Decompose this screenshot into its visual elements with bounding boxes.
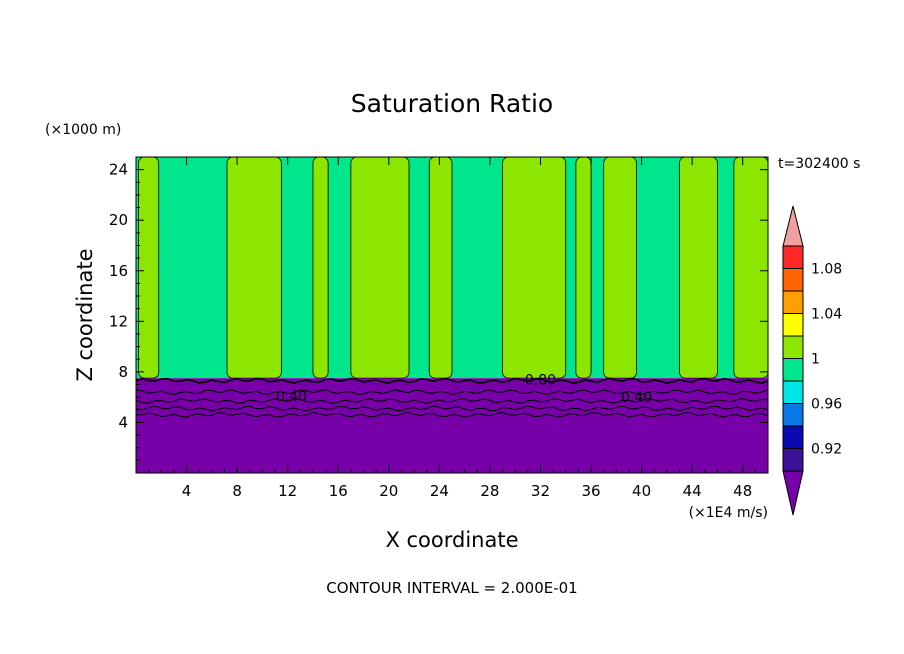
y-unit-label: (×1000 m) (45, 122, 121, 138)
supersaturated-column-5 (428, 156, 453, 379)
x-tick-label: 48 (733, 482, 752, 500)
plot-area (135, 156, 769, 473)
contour-label-1: 0.40 (276, 389, 307, 405)
x-tick-label: 44 (683, 482, 702, 500)
supersaturated-column-3 (312, 156, 329, 379)
contour-line-2 (135, 389, 769, 396)
x-axis-ticks: 4 8 12 16 20 24 28 32 36 40 44 48 (148, 157, 769, 500)
supersaturated-column-10 (733, 156, 769, 379)
colorbar: 0.92 0.96 1 1.04 1.08 (782, 205, 842, 516)
contour-interval-note: CONTOUR INTERVAL = 2.000E-01 (326, 579, 577, 597)
x-tick-label: 32 (531, 482, 550, 500)
chart-title: Saturation Ratio (351, 89, 553, 118)
supersaturated-column-7 (575, 156, 592, 379)
x-axis-label: X coordinate (385, 528, 518, 552)
colorbar-label: 1.04 (811, 307, 842, 323)
supersaturated-column-4 (350, 156, 410, 379)
contour-label-2: 0.80 (525, 372, 556, 388)
supersaturated-column-9 (679, 156, 718, 379)
contour-line-4 (135, 405, 769, 412)
time-label: t=302400 s (778, 156, 860, 172)
x-unit-label: (×1E4 m/s) (689, 505, 768, 521)
colorbar-label: 1.08 (811, 262, 842, 278)
y-axis-label: Z coordinate (73, 248, 97, 381)
dry-lower-layer (136, 378, 768, 473)
colorbar-under-arrow (782, 470, 804, 516)
colorbar-swatch (782, 335, 804, 359)
contour-line-1 (135, 377, 769, 385)
y-tick-label: 8 (118, 363, 128, 381)
supersaturated-column-6 (502, 156, 567, 379)
y-tick-label: 16 (109, 262, 128, 280)
y-tick-label: 20 (109, 211, 128, 229)
contour-labels: 0.40 0.80 0.40 (276, 372, 652, 406)
x-tick-label: 36 (581, 482, 600, 500)
colorbar-swatch (782, 268, 804, 292)
colorbar-label: 0.96 (811, 397, 842, 413)
x-tick-label: 20 (379, 482, 398, 500)
supersaturated-column-8 (603, 156, 637, 379)
supersaturated-column-1 (138, 156, 160, 379)
colorbar-swatch (782, 448, 804, 472)
colorbar-swatch (782, 425, 804, 449)
colorbar-swatch (782, 358, 804, 382)
colorbar-swatch (782, 380, 804, 404)
x-tick-label: 28 (480, 482, 499, 500)
colorbar-swatch (782, 403, 804, 427)
colorbar-over-arrow (782, 205, 804, 247)
supersaturated-column-2 (226, 156, 282, 379)
x-tick-label: 40 (632, 482, 651, 500)
y-tick-label: 12 (109, 312, 128, 330)
colorbar-label: 0.92 (811, 442, 842, 458)
y-tick-label: 24 (109, 161, 128, 179)
y-tick-label: 4 (118, 413, 128, 431)
colorbar-label: 1 (811, 352, 820, 368)
x-tick-label: 12 (278, 482, 297, 500)
x-tick-label: 4 (182, 482, 192, 500)
colorbar-swatch (782, 245, 804, 269)
y-axis-ticks: 4 8 12 16 20 24 (109, 156, 768, 461)
contour-line-5 (135, 411, 769, 418)
contour-label-3: 0.40 (621, 390, 652, 406)
x-tick-label: 16 (329, 482, 348, 500)
contour-line-3 (135, 397, 769, 404)
x-tick-label: 8 (232, 482, 242, 500)
colorbar-swatch (782, 313, 804, 337)
colorbar-swatch (782, 290, 804, 314)
x-tick-label: 24 (430, 482, 449, 500)
